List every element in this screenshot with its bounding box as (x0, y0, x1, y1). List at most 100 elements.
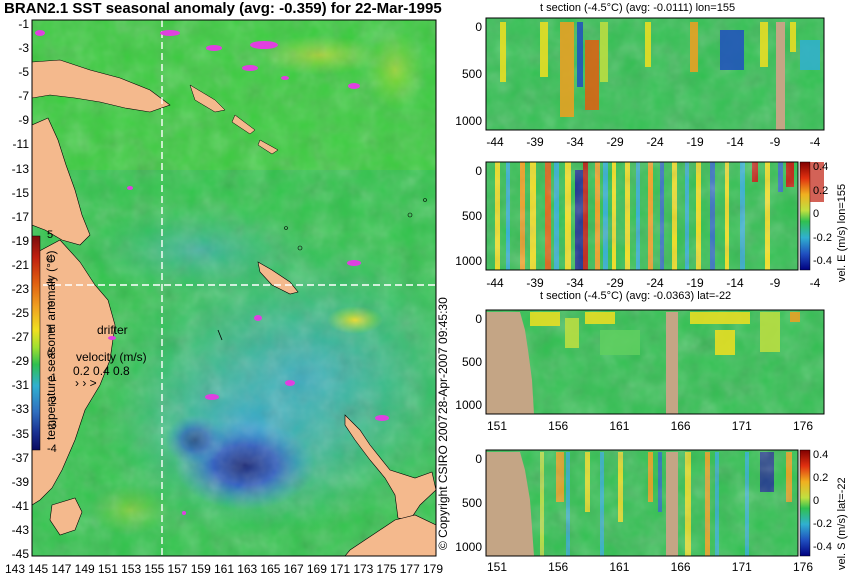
map-lon-tick: 155 (144, 562, 165, 576)
map-lat-tick: -19 (11, 233, 29, 248)
map-colorbar-tick: 2 (47, 300, 54, 313)
map-lat-tick: -35 (11, 426, 29, 441)
panel2-x-tick: -44 (486, 276, 504, 290)
map-lon-tick: 177 (399, 562, 420, 576)
panel4-colorbar-tick: 0.4 (813, 449, 829, 461)
timestamp-text: 28-Apr-2007 09:45:30 (436, 297, 450, 414)
panel2-x-tick: -9 (769, 276, 781, 290)
map-lon-tick: 167 (283, 562, 304, 576)
panel1-x-tick: -19 (686, 135, 704, 149)
map-lon-tick: 163 (237, 562, 258, 576)
panel2-colorbar-tick: -0.2 (813, 231, 832, 244)
map-lat-tick: -1 (18, 17, 29, 31)
map-colorbar-tick: 1 (47, 324, 54, 337)
panel4-x-tick: 166 (670, 560, 691, 574)
map-lon-tick: 153 (121, 562, 142, 576)
panel2-colorbar-tick: 0.4 (813, 161, 829, 173)
panel1-x-tick: -34 (566, 135, 584, 149)
map-colorbar-tick: 5 (47, 229, 54, 241)
panel4-colorbar (799, 449, 811, 557)
panel2-x-tick: -34 (566, 276, 584, 290)
map-lat-tick: -25 (11, 306, 29, 321)
panel4-y-tick: 500 (461, 496, 482, 510)
map-colorbar-tick: 0 (47, 347, 54, 360)
panel3-x-tick: 151 (486, 419, 508, 433)
panel4-colorbar-tick: 0.2 (813, 472, 829, 484)
panel2-colorbar-tick: 0 (813, 208, 820, 220)
panel3-y-tick: 0 (475, 312, 482, 326)
panel4-side-label: vel. S (m/s) lat=-22 (836, 477, 848, 570)
map-colorbar-label: temperature seasonal anomaly (°C) (44, 250, 58, 440)
map-lon-tick: 161 (213, 562, 235, 576)
panel1-x-tick: -44 (486, 135, 504, 149)
panel1-y-tick: 0 (475, 20, 482, 34)
map-colorbar-tick: -3 (47, 419, 57, 432)
panel4-y-tick: 0 (475, 452, 482, 466)
panel3-x-tick: 161 (609, 419, 630, 433)
map-lat-tick: -17 (11, 209, 29, 224)
panel1-x-tick: -29 (606, 135, 624, 149)
australia-land (32, 239, 116, 506)
panel3-plot (485, 309, 825, 415)
panel2-x-tick: -29 (606, 276, 624, 290)
map-lat-tick: -45 (11, 547, 29, 561)
panel2-y-tick: 1000 (455, 254, 482, 268)
map-lat-tick: -7 (18, 89, 29, 104)
map-lon-tick: 165 (260, 562, 281, 576)
panel2-colorbar (799, 161, 811, 271)
map-colorbar-tick: 4 (47, 252, 54, 265)
panel2-x-tick: -4 (809, 276, 821, 290)
map-lon-tick: 173 (353, 562, 374, 576)
panel2-plot (485, 161, 824, 271)
panel4-y-tick: 1000 (455, 540, 482, 554)
map-lat-tick: -37 (11, 450, 29, 465)
panel1-land (776, 22, 785, 130)
map-lon-tick: 175 (376, 562, 397, 576)
panel2-y-tick: 500 (461, 209, 482, 223)
panel3-x-tick: 171 (731, 419, 752, 433)
new-zealand-north (344, 414, 436, 521)
map-lat-tick: -11 (12, 137, 29, 152)
map-lat-tick: -15 (11, 185, 29, 200)
map-area (32, 20, 436, 556)
panel4-plot (485, 449, 811, 557)
panel3-y-tick: 500 (461, 355, 482, 369)
panel1-y-tick: 500 (461, 67, 482, 81)
map-lat-tick: -43 (11, 522, 29, 537)
velocity-legend-values: 0.2 0.4 0.8 (73, 364, 130, 378)
panel4-x-tick: 156 (548, 560, 569, 574)
panel1-title: t section (-4.5°C) (avg: -0.0111) lon=15… (540, 2, 736, 14)
panel3-land (486, 312, 534, 414)
map-lon-tick: 171 (330, 562, 351, 576)
panel4-colorbar-tick: -0.2 (813, 518, 832, 530)
panel1-x-tick: -4 (809, 135, 821, 149)
panel1-x-tick: -14 (726, 135, 744, 149)
map-lat-tick: -39 (11, 474, 29, 489)
velocity-legend-label: velocity (m/s) (76, 350, 147, 364)
map-lon-tick: 147 (51, 562, 72, 576)
map-colorbar-tick: -2 (47, 395, 57, 408)
map-lon-tick: 179 (422, 562, 444, 576)
panel2-x-tick: -19 (686, 276, 704, 290)
panel1-y-tick: 1000 (455, 114, 482, 128)
map-colorbar (31, 235, 41, 451)
panel2-colorbar-tick: 0.2 (813, 184, 829, 197)
panel4-colorbar-tick: -0.4 (813, 541, 832, 553)
panel3-x-tick: 176 (792, 419, 814, 433)
map-lat-tick: -31 (11, 378, 29, 393)
new-zealand-south (344, 514, 436, 556)
panel3-y-tick: 1000 (455, 398, 482, 412)
panel2-y-tick: 0 (475, 164, 482, 178)
panel3-x-tick: 156 (548, 419, 569, 433)
map-lat-tick: -29 (11, 354, 29, 369)
panel2-x-tick: -24 (646, 276, 664, 290)
panel4-colorbar-tick: 0 (813, 495, 820, 507)
map-lat-tick: -41 (11, 498, 29, 513)
map-lon-tick: 143 (4, 562, 26, 576)
png-land (32, 59, 171, 113)
panel4-x-tick: 176 (792, 560, 814, 574)
panel1-x-tick: -39 (526, 135, 544, 149)
map-lat-tick: -3 (18, 41, 29, 56)
panel4-x-tick: 151 (486, 560, 508, 574)
